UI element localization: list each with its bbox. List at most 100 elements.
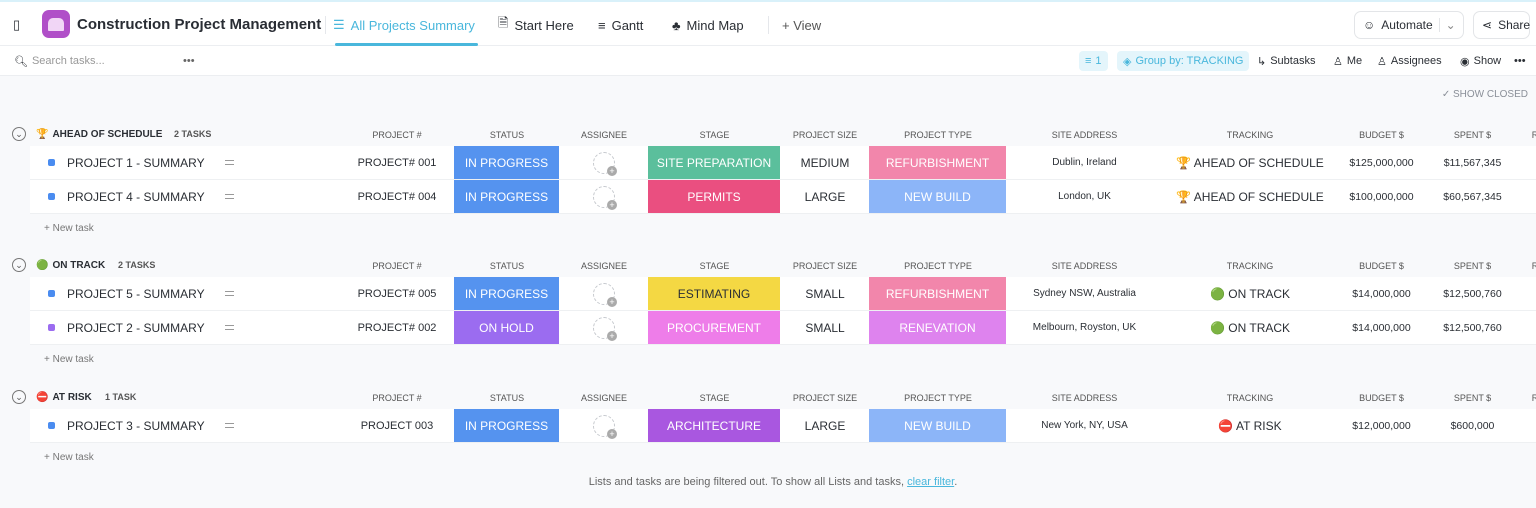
spent-value[interactable]: $12,500,760 (1443, 287, 1502, 300)
table-row[interactable]: PROJECT 2 - SUMMARY PROJECT# 002 ON HOLD… (30, 311, 1536, 345)
project-size[interactable]: MEDIUM (800, 155, 850, 170)
spent-value[interactable]: $60,567,345 (1443, 190, 1502, 203)
stage-badge[interactable]: ARCHITECTURE (648, 409, 781, 442)
budget-value[interactable]: $14,000,000 (1352, 321, 1411, 334)
column-header[interactable]: PROJECT # (372, 130, 422, 140)
assignee-cell[interactable] (560, 277, 648, 310)
project-size[interactable]: LARGE (804, 189, 846, 204)
stage-badge[interactable]: SITE PREPARATION (648, 146, 781, 179)
collapse-toggle-icon[interactable]: ⌄ (12, 390, 26, 404)
project-type-badge[interactable]: REFURBISHMENT (869, 277, 1007, 310)
new-task-button[interactable]: + New task (44, 354, 94, 365)
column-header[interactable]: STATUS (489, 261, 525, 271)
status-badge[interactable]: IN PROGRESS (454, 180, 560, 213)
project-type-badge[interactable]: NEW BUILD (869, 409, 1007, 442)
stage-badge[interactable]: PROCUREMENT (648, 311, 781, 344)
budget-value[interactable]: $14,000,000 (1352, 287, 1411, 300)
column-header[interactable]: BUDGET $ (1359, 261, 1404, 271)
status-dot-icon[interactable] (48, 422, 55, 429)
column-header[interactable]: SITE ADDRESS (1051, 261, 1118, 271)
column-header[interactable]: PROJECT SIZE (792, 261, 858, 271)
column-header[interactable]: STATUS (489, 130, 525, 140)
status-dot-icon[interactable] (48, 324, 55, 331)
status-badge[interactable]: IN PROGRESS (454, 146, 560, 179)
tracking-value[interactable]: 🟢 ON TRACK (1209, 320, 1291, 335)
add-assignee-icon[interactable] (593, 316, 617, 341)
search-input[interactable]: 🔍︎ Search tasks... (14, 55, 105, 68)
status-dot-icon[interactable] (48, 290, 55, 297)
budget-value[interactable]: $125,000,000 (1349, 156, 1414, 169)
task-name[interactable]: PROJECT 4 - SUMMARY (67, 189, 205, 204)
show-button[interactable]: ◉ Show (1460, 55, 1502, 68)
site-address[interactable]: Sydney NSW, Australia (1033, 288, 1136, 299)
status-dot-icon[interactable] (48, 193, 55, 200)
assignee-cell[interactable] (560, 409, 648, 442)
subtasks-button[interactable]: ↳ Subtasks (1257, 55, 1316, 68)
task-name[interactable]: PROJECT 2 - SUMMARY (67, 320, 205, 335)
spent-value[interactable]: $600,000 (1450, 419, 1495, 432)
column-header[interactable]: R (1531, 261, 1536, 271)
clear-filter-link[interactable]: clear filter (907, 476, 955, 488)
column-header[interactable]: PROJECT TYPE (904, 130, 972, 140)
sidebar-toggle-icon[interactable]: ▯ (13, 17, 21, 32)
column-header[interactable]: TRACKING (1226, 130, 1274, 140)
collapse-toggle-icon[interactable]: ⌄ (12, 258, 26, 272)
filter-button[interactable]: ≡ 1 (1079, 51, 1108, 71)
site-address[interactable]: Dublin, Ireland (1052, 157, 1117, 168)
column-header[interactable]: STAGE (699, 393, 730, 403)
column-header[interactable]: STAGE (699, 130, 730, 140)
table-row[interactable]: PROJECT 4 - SUMMARY PROJECT# 004 IN PROG… (30, 180, 1536, 214)
column-header[interactable]: PROJECT SIZE (792, 393, 858, 403)
column-header[interactable]: PROJECT TYPE (904, 393, 972, 403)
column-header[interactable]: STAGE (699, 261, 730, 271)
tracking-value[interactable]: 🟢 ON TRACK (1209, 286, 1291, 301)
tracking-value[interactable]: ⛔ AT RISK (1218, 418, 1282, 433)
column-header[interactable]: TRACKING (1226, 261, 1274, 271)
project-size[interactable]: SMALL (805, 320, 845, 335)
table-row[interactable]: PROJECT 3 - SUMMARY PROJECT 003 IN PROGR… (30, 409, 1536, 443)
collapse-toggle-icon[interactable]: ⌄ (12, 127, 26, 141)
add-assignee-icon[interactable] (593, 151, 617, 176)
stage-badge[interactable]: PERMITS (648, 180, 781, 213)
column-header[interactable]: ASSIGNEE (580, 130, 627, 140)
column-header[interactable]: SITE ADDRESS (1051, 393, 1118, 403)
column-header[interactable]: SPENT $ (1453, 130, 1492, 140)
share-button[interactable]: ⋖ Share (1473, 11, 1530, 39)
add-assignee-icon[interactable] (593, 282, 617, 307)
project-size[interactable]: LARGE (804, 418, 846, 433)
tab-gantt[interactable]: ≡ Gantt (598, 17, 644, 33)
column-header[interactable]: BUDGET $ (1359, 130, 1404, 140)
tab-start-here[interactable]: 🗎 Start Here (498, 14, 574, 36)
column-header[interactable]: BUDGET $ (1359, 393, 1404, 403)
column-header[interactable]: ASSIGNEE (580, 393, 627, 403)
tracking-value[interactable]: 🏆 AHEAD OF SCHEDULE (1176, 155, 1324, 170)
more-icon[interactable]: ••• (1514, 55, 1526, 67)
stage-badge[interactable]: ESTIMATING (648, 277, 781, 310)
me-button[interactable]: ♙ Me (1333, 55, 1363, 68)
tracking-value[interactable]: 🏆 AHEAD OF SCHEDULE (1176, 189, 1324, 204)
column-header[interactable]: SPENT $ (1453, 261, 1492, 271)
task-name[interactable]: PROJECT 1 - SUMMARY (67, 155, 205, 170)
assignee-cell[interactable] (560, 146, 648, 179)
tab-all-projects-summary[interactable]: ☰ All Projects Summary (333, 17, 475, 33)
column-header[interactable]: R (1531, 393, 1536, 403)
task-name[interactable]: PROJECT 5 - SUMMARY (67, 286, 205, 301)
site-address[interactable]: New York, NY, USA (1041, 420, 1128, 431)
status-badge[interactable]: IN PROGRESS (454, 277, 560, 310)
tab-mind-map[interactable]: ♣ Mind Map (672, 17, 744, 33)
column-header[interactable]: TRACKING (1226, 393, 1274, 403)
assignee-cell[interactable] (560, 180, 648, 213)
project-type-badge[interactable]: REFURBISHMENT (869, 146, 1007, 179)
budget-value[interactable]: $100,000,000 (1349, 190, 1414, 203)
new-task-button[interactable]: + New task (44, 223, 94, 234)
table-row[interactable]: PROJECT 1 - SUMMARY PROJECT# 001 IN PROG… (30, 146, 1536, 180)
column-header[interactable]: SITE ADDRESS (1051, 130, 1118, 140)
budget-value[interactable]: $12,000,000 (1352, 419, 1411, 432)
add-assignee-icon[interactable] (593, 414, 617, 439)
column-header[interactable]: R (1531, 130, 1536, 140)
assignees-button[interactable]: ♙ Assignees (1377, 55, 1442, 68)
project-type-badge[interactable]: NEW BUILD (869, 180, 1007, 213)
group-by-button[interactable]: ◈ Group by: TRACKING (1117, 51, 1250, 71)
task-name[interactable]: PROJECT 3 - SUMMARY (67, 418, 205, 433)
column-header[interactable]: PROJECT TYPE (904, 261, 972, 271)
